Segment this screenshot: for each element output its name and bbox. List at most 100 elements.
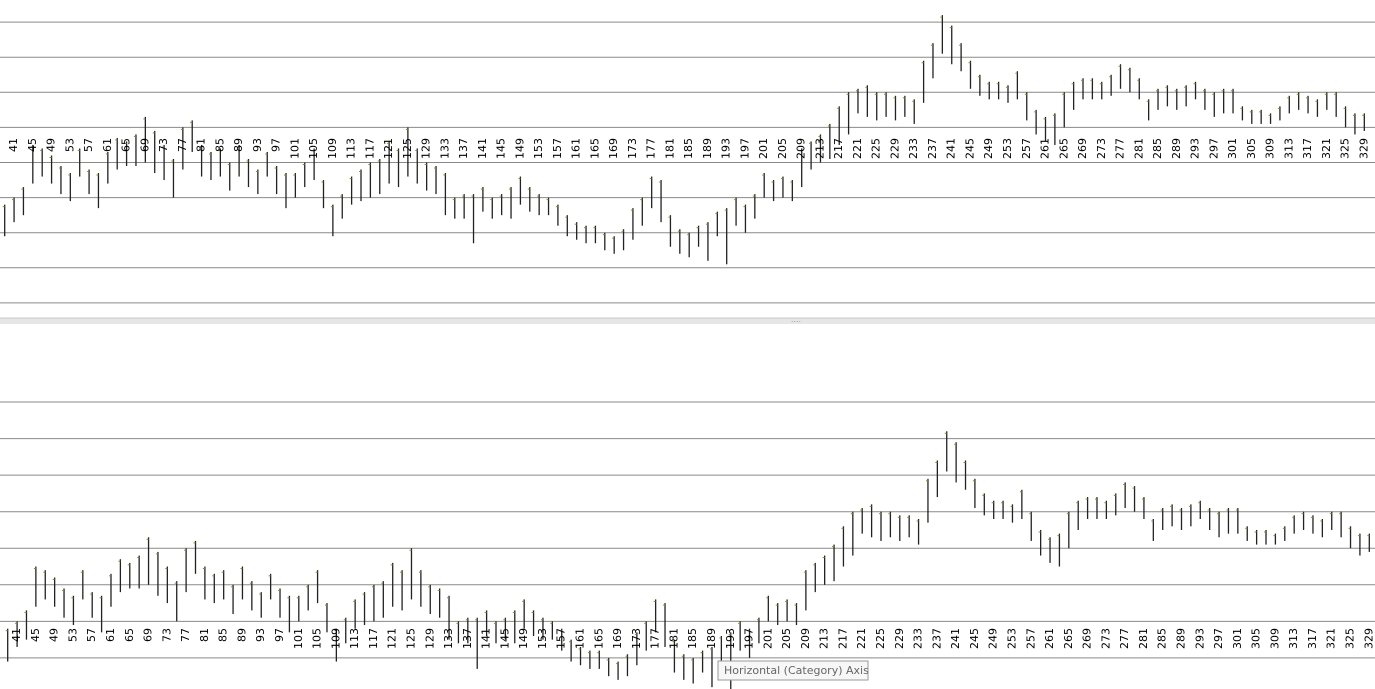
x-tick-label: 289 (1174, 628, 1187, 649)
x-tick-label: 97 (270, 138, 283, 152)
x-tick-label: 153 (532, 138, 545, 159)
x-tick-label: 141 (480, 628, 493, 649)
x-tick-label: 249 (982, 138, 995, 159)
x-tick-label: 309 (1264, 138, 1277, 159)
x-tick-label: 73 (157, 138, 170, 152)
x-tick-label: 157 (551, 138, 564, 159)
x-tick-label: 93 (251, 138, 264, 152)
x-tick-label: 321 (1320, 138, 1333, 159)
x-tick-label: 269 (1076, 138, 1089, 159)
x-tick-label: 145 (495, 138, 508, 159)
x-tick-label: 285 (1156, 628, 1169, 649)
x-tick-label: 81 (198, 628, 211, 642)
x-tick-label: 301 (1231, 628, 1244, 649)
x-tick-label: 97 (273, 628, 286, 642)
x-tick-label: 297 (1212, 628, 1225, 649)
x-tick-label: 49 (45, 138, 58, 152)
x-tick-label: 293 (1189, 138, 1202, 159)
x-tick-label: 109 (329, 628, 342, 649)
x-tick-label: 117 (363, 138, 376, 159)
x-tick-label: 193 (720, 138, 733, 159)
x-tick-label: 53 (63, 138, 76, 152)
x-tick-label: 317 (1306, 628, 1319, 649)
x-tick-label: 77 (176, 138, 189, 152)
x-tick-label: 325 (1339, 138, 1352, 159)
x-tick-label: 213 (818, 628, 831, 649)
x-tick-label: 121 (386, 628, 399, 649)
x-tick-label: 169 (607, 138, 620, 159)
x-tick-label: 177 (645, 138, 658, 159)
x-tick-label: 209 (795, 138, 808, 159)
x-tick-label: 169 (611, 628, 624, 649)
x-tick-label: 269 (1081, 628, 1094, 649)
x-tick-label: 61 (101, 138, 114, 152)
x-tick-label: 181 (667, 628, 680, 649)
x-tick-label: 109 (326, 138, 339, 159)
x-tick-label: 173 (626, 138, 639, 159)
x-tick-label: 217 (832, 138, 845, 159)
x-tick-label: 281 (1137, 628, 1150, 649)
x-tick-label: 157 (555, 628, 568, 649)
splitter[interactable] (0, 318, 1375, 324)
x-tick-label: 165 (592, 628, 605, 649)
x-tick-label: 281 (1132, 138, 1145, 159)
x-tick-label: 305 (1250, 628, 1263, 649)
x-tick-label: 89 (232, 138, 245, 152)
x-tick-label: 81 (195, 138, 208, 152)
x-tick-label: 305 (1245, 138, 1258, 159)
tooltip: Horizontal (Category) Axis (717, 660, 869, 681)
x-tick-label: 185 (682, 138, 695, 159)
x-tick-label: 189 (701, 138, 714, 159)
x-tick-label: 129 (423, 628, 436, 649)
x-tick-label: 189 (705, 628, 718, 649)
x-tick-label: 105 (307, 138, 320, 159)
x-tick-label: 73 (160, 628, 173, 642)
x-tick-label: 45 (29, 628, 42, 642)
x-tick-label: 93 (254, 628, 267, 642)
x-tick-label: 205 (776, 138, 789, 159)
x-tick-label: 225 (870, 138, 883, 159)
x-tick-label: 313 (1287, 628, 1300, 649)
x-tick-label: 129 (420, 138, 433, 159)
x-tick-label: 273 (1095, 138, 1108, 159)
x-tick-label: 273 (1099, 628, 1112, 649)
x-tick-label: 213 (813, 138, 826, 159)
x-tick-label: 177 (649, 628, 662, 649)
x-tick-label: 65 (120, 138, 133, 152)
x-tick-label: 225 (874, 628, 887, 649)
x-tick-label: 69 (138, 138, 151, 152)
x-tick-label: 201 (757, 138, 770, 159)
x-tick-label: 249 (987, 628, 1000, 649)
x-tick-label: 221 (855, 628, 868, 649)
x-tick-label: 221 (851, 138, 864, 159)
x-tick-label: 265 (1062, 628, 1075, 649)
x-tick-label: 261 (1039, 138, 1052, 159)
x-tick-label: 149 (517, 628, 530, 649)
x-tick-label: 161 (574, 628, 587, 649)
x-tick-label: 309 (1268, 628, 1281, 649)
x-tick-label: 217 (836, 628, 849, 649)
x-tick-label: 125 (401, 138, 414, 159)
x-tick-label: 313 (1282, 138, 1295, 159)
x-tick-label: 245 (963, 138, 976, 159)
x-tick-label: 53 (66, 628, 79, 642)
x-tick-label: 153 (536, 628, 549, 649)
x-tick-label: 229 (888, 138, 901, 159)
x-tick-label: 41 (7, 138, 20, 152)
x-tick-label: 237 (926, 138, 939, 159)
x-tick-label: 133 (438, 138, 451, 159)
x-tick-label: 277 (1114, 138, 1127, 159)
x-tick-label: 165 (588, 138, 601, 159)
x-tick-label: 329 (1357, 138, 1370, 159)
x-tick-label: 253 (1005, 628, 1018, 649)
x-tick-label: 297 (1207, 138, 1220, 159)
splitter-grip[interactable]: ···· (791, 318, 801, 327)
x-tick-label: 181 (663, 138, 676, 159)
x-tick-label: 201 (761, 628, 774, 649)
x-tick-label: 329 (1362, 628, 1375, 649)
x-tick-label: 265 (1057, 138, 1070, 159)
x-tick-label: 233 (912, 628, 925, 649)
